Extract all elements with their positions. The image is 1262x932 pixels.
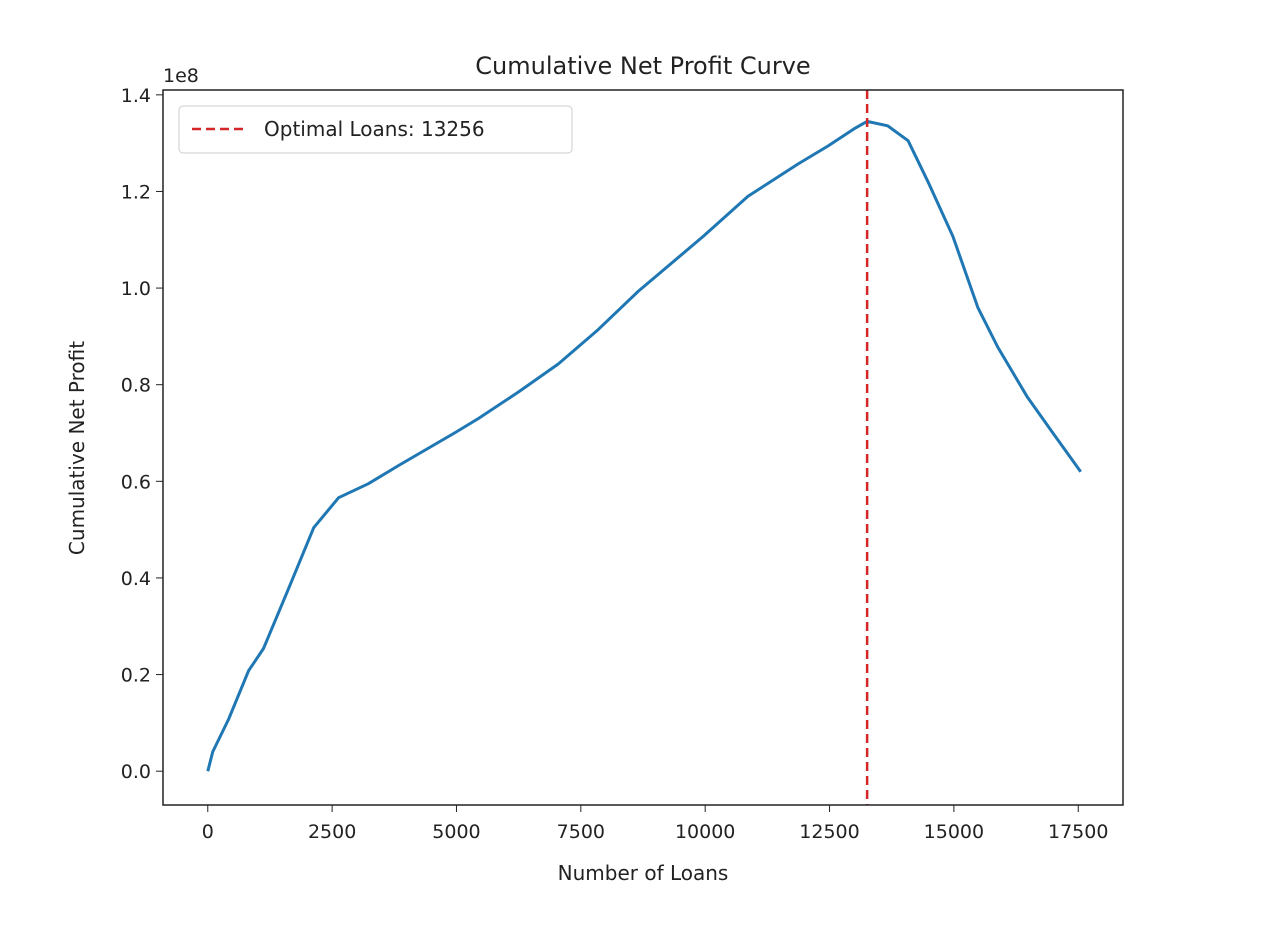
chart-title: Cumulative Net Profit Curve bbox=[475, 52, 810, 80]
x-tick-label: 5000 bbox=[432, 821, 480, 843]
y-tick-label: 1.4 bbox=[121, 85, 151, 107]
legend-box bbox=[178, 105, 573, 154]
y-tick-label: 0.2 bbox=[121, 665, 151, 687]
y-offset-label: 1e8 bbox=[163, 65, 199, 87]
plot-frame bbox=[162, 89, 1124, 806]
x-tick-label: 0 bbox=[202, 821, 214, 843]
x-tick-label: 2500 bbox=[308, 821, 356, 843]
x-tick-label: 10000 bbox=[675, 821, 735, 843]
x-tick-label: 15000 bbox=[924, 821, 984, 843]
x-axis-label: Number of Loans bbox=[558, 861, 729, 885]
y-axis-label: Cumulative Net Profit bbox=[65, 341, 89, 555]
x-tick-label: 17500 bbox=[1048, 821, 1108, 843]
y-tick-label: 1.2 bbox=[121, 181, 151, 203]
legend: Optimal Loans: 13256 bbox=[178, 105, 573, 154]
x-tick-label: 12500 bbox=[799, 821, 859, 843]
x-tick-label: 7500 bbox=[557, 821, 605, 843]
profit-curve-line bbox=[206, 119, 1082, 772]
y-tick-label: 1.0 bbox=[121, 278, 151, 300]
y-tick-label: 0.4 bbox=[121, 568, 151, 590]
y-tick-label: 0.6 bbox=[121, 471, 151, 493]
legend-label: Optimal Loans: 13256 bbox=[264, 117, 485, 141]
y-tick-label: 0.8 bbox=[121, 375, 151, 397]
y-tick-label: 0.0 bbox=[121, 761, 151, 783]
